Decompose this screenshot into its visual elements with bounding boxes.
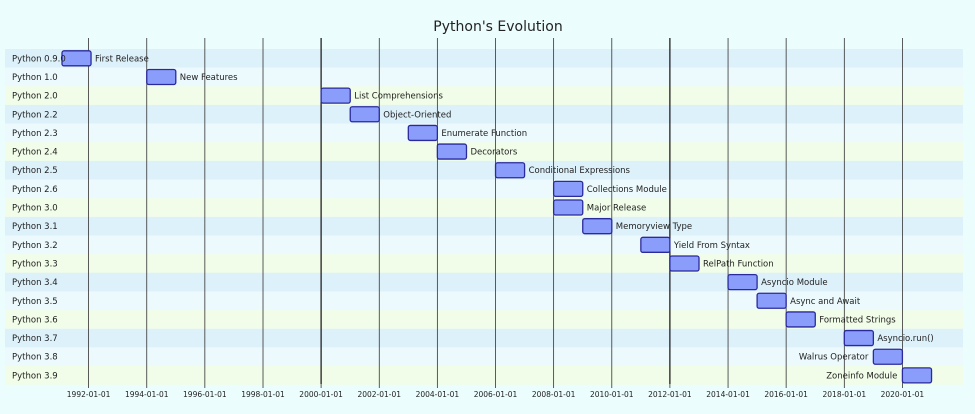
task-bar [582, 218, 613, 235]
row-background [5, 272, 963, 292]
row-background [5, 160, 963, 180]
row-label: Python 3.6 [12, 315, 58, 325]
task-label: Asyncio Module [761, 278, 828, 288]
x-tick-label: 1994-01-01 [125, 390, 169, 399]
x-tick-label: 2000-01-01 [299, 390, 343, 399]
row-label: Python 3.8 [12, 353, 58, 363]
task-label: List Comprehensions [354, 92, 443, 102]
row-label: Python 2.5 [12, 166, 58, 176]
row-background [5, 67, 963, 87]
row-label: Python 3.4 [12, 278, 58, 288]
row-label: Python 2.6 [12, 185, 58, 195]
x-tick-label: 1996-01-01 [183, 390, 227, 399]
row-background [5, 366, 963, 385]
x-tick-label: 2012-01-01 [648, 390, 692, 399]
row-label: Python 3.9 [12, 371, 58, 381]
x-tick-label: 2006-01-01 [474, 390, 518, 399]
task-label: Conditional Expressions [529, 166, 631, 176]
row-background [5, 254, 963, 273]
task-label: Object-Oriented [383, 110, 451, 120]
task-bar [349, 106, 380, 123]
row-background [5, 142, 963, 161]
row-background [5, 235, 963, 255]
task-bar [146, 68, 177, 86]
task-bar [552, 199, 584, 216]
task-label: Walrus Operator [799, 353, 869, 363]
task-bar [872, 348, 904, 365]
task-label: First Release [95, 54, 149, 64]
x-tick-label: 2002-01-01 [357, 390, 401, 399]
task-label: Asyncio.run() [877, 334, 933, 344]
task-bar [552, 180, 584, 198]
x-tick-label: 2018-01-01 [823, 390, 867, 399]
row-background [5, 123, 963, 143]
row-background [5, 86, 963, 105]
x-tick-label: 2016-01-01 [764, 390, 808, 399]
task-bar [901, 367, 933, 384]
task-label: Formatted Strings [819, 315, 896, 325]
row-label: Python 0.9.0 [12, 54, 66, 64]
row-background [5, 291, 963, 311]
task-label: Major Release [587, 204, 647, 214]
task-bar [756, 292, 787, 309]
row-labels: Python 0.9.0 Python 1.0 Python 2.0 Python 2… [12, 54, 66, 381]
row-label: Python 2.0 [12, 92, 58, 102]
row-label: Python 2.4 [12, 148, 58, 158]
task-label: New Features [180, 73, 238, 83]
task-label: Async and Await [790, 297, 861, 307]
x-tick-label: 2020-01-01 [881, 390, 925, 399]
row-label: Python 2.2 [12, 110, 58, 120]
task-bar [843, 329, 875, 347]
x-axis-ticks: 1992-01-01 1994-01-01 1996-01-01 1998-01-01… [67, 384, 925, 399]
task-bar [640, 236, 671, 253]
task-bars: First Release New Features List Comprehens… [61, 50, 934, 384]
x-tick-label: 2004-01-01 [416, 390, 460, 399]
row-backgrounds [5, 49, 963, 385]
row-background [5, 328, 963, 348]
row-background [5, 216, 963, 236]
chart-title: Python's Evolution [433, 19, 562, 35]
row-label: Python 1.0 [12, 73, 58, 83]
x-tick-label: 2008-01-01 [532, 390, 576, 399]
task-label: Decorators [470, 148, 517, 158]
row-label: Python 3.3 [12, 259, 58, 269]
row-label: Python 3.5 [12, 297, 58, 307]
row-label: Python 3.0 [12, 204, 58, 214]
task-bar [669, 255, 700, 272]
task-bar [727, 273, 758, 291]
task-bar [494, 162, 526, 179]
task-bar [320, 87, 351, 104]
task-label: Memoryview Type [616, 222, 692, 232]
row-background [5, 198, 963, 217]
row-background [5, 347, 963, 367]
task-bar [61, 50, 92, 67]
row-background [5, 104, 963, 124]
task-bar [436, 143, 468, 160]
x-tick-label: 1992-01-01 [67, 390, 111, 399]
x-tick-label: 2014-01-01 [706, 390, 750, 399]
row-label: Python 3.7 [12, 334, 58, 344]
row-background [5, 179, 963, 199]
task-label: Enumerate Function [441, 129, 527, 139]
task-bar [785, 311, 816, 328]
task-label: Collections Module [587, 185, 667, 195]
task-label: Yield From Syntax [673, 241, 750, 251]
task-label: Zoneinfo Module [826, 371, 897, 381]
x-tick-label: 2010-01-01 [590, 390, 634, 399]
x-tick-label: 1998-01-01 [241, 390, 285, 399]
row-background [5, 310, 963, 329]
task-bar [407, 124, 439, 142]
task-label: RelPath Function [703, 259, 774, 269]
row-label: Python 2.3 [12, 129, 58, 139]
row-label: Python 3.1 [12, 222, 58, 232]
row-background [5, 49, 963, 68]
row-label: Python 3.2 [12, 241, 58, 251]
